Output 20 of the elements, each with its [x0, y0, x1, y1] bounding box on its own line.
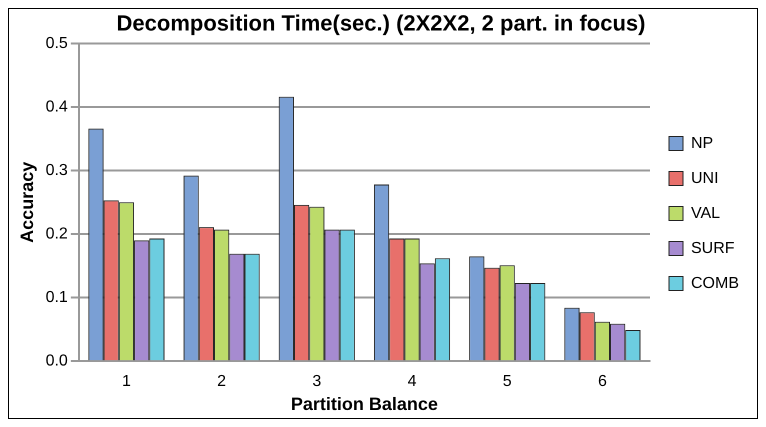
y-tick-label: 0.5: [46, 34, 68, 52]
y-tick-label: 0.2: [46, 225, 68, 242]
legend-label: VAL: [691, 204, 720, 222]
x-tick-label: 3: [312, 373, 322, 390]
legend-label: SURF: [691, 240, 735, 257]
y-tick-label: 0.0: [46, 352, 68, 370]
x-tick-label: 5: [502, 373, 512, 390]
legend-label: COMB: [691, 274, 739, 292]
legend-label: NP: [691, 134, 714, 152]
y-tick-label: 0.1: [46, 289, 68, 306]
y-axis-title: Accuracy: [16, 162, 37, 243]
x-tick-label: 4: [408, 373, 417, 390]
x-tick-label: 6: [598, 373, 607, 390]
x-tick-label: 1: [122, 373, 131, 390]
x-tick-label: 2: [217, 373, 226, 390]
y-tick-label: 0.4: [46, 98, 68, 116]
legend-label: UNI: [691, 170, 719, 187]
y-tick-label: 0.3: [46, 162, 68, 179]
x-axis-title: Partition Balance: [290, 394, 438, 414]
chart-title: Decomposition Time(sec.) (2X2X2, 2 part. in focus): [116, 10, 646, 36]
